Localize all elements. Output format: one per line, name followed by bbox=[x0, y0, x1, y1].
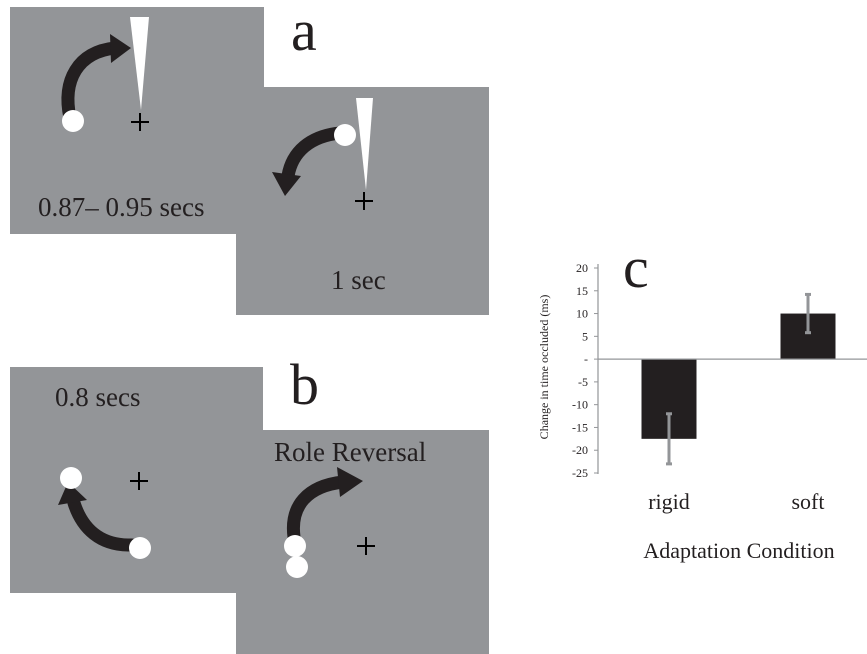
panel-b-frame-2 bbox=[236, 430, 489, 654]
panel-b-letter: b bbox=[290, 352, 319, 417]
white-dot-icon bbox=[286, 556, 308, 578]
fixation-cross-icon bbox=[131, 113, 149, 131]
y-tick-label: 15 bbox=[576, 284, 588, 298]
panel-b-frame-1-label: 0.8 secs bbox=[55, 382, 141, 412]
panel-a-frame-1-label: 0.87– 0.95 secs bbox=[38, 192, 205, 222]
fixation-cross-icon bbox=[130, 472, 148, 490]
fixation-cross-icon bbox=[357, 537, 375, 555]
panel-a-letter: a bbox=[291, 0, 317, 63]
white-dot-icon bbox=[60, 467, 82, 489]
y-tick-label: - bbox=[584, 352, 588, 366]
panel-b-frame-2-label: Role Reversal bbox=[274, 437, 427, 467]
error-bar-soft bbox=[805, 292, 811, 335]
white-dot-icon bbox=[284, 535, 306, 557]
panel-a-frame-2-label: 1 sec bbox=[331, 265, 386, 295]
y-tick-label: -20 bbox=[572, 443, 588, 457]
error-bar-rigid bbox=[666, 412, 672, 466]
category-label-soft: soft bbox=[792, 489, 825, 514]
category-label-rigid: rigid bbox=[648, 489, 690, 514]
white-dot-icon bbox=[62, 110, 84, 132]
y-tick-label: 10 bbox=[576, 307, 588, 321]
y-tick-label: 5 bbox=[582, 329, 588, 343]
y-tick-label: -5 bbox=[578, 375, 588, 389]
y-tick-label: -10 bbox=[572, 398, 588, 412]
panel-c-letter: c bbox=[623, 235, 649, 300]
white-dot-icon bbox=[129, 537, 151, 559]
y-tick-label: -25 bbox=[572, 466, 588, 480]
fixation-cross-icon bbox=[355, 192, 373, 210]
white-dot-icon bbox=[334, 124, 356, 146]
x-axis-title: Adaptation Condition bbox=[643, 538, 834, 563]
y-tick-label: -15 bbox=[572, 420, 588, 434]
y-axis-title: Change in time occluded (ms) bbox=[537, 295, 551, 440]
y-tick-label: 20 bbox=[576, 261, 588, 275]
